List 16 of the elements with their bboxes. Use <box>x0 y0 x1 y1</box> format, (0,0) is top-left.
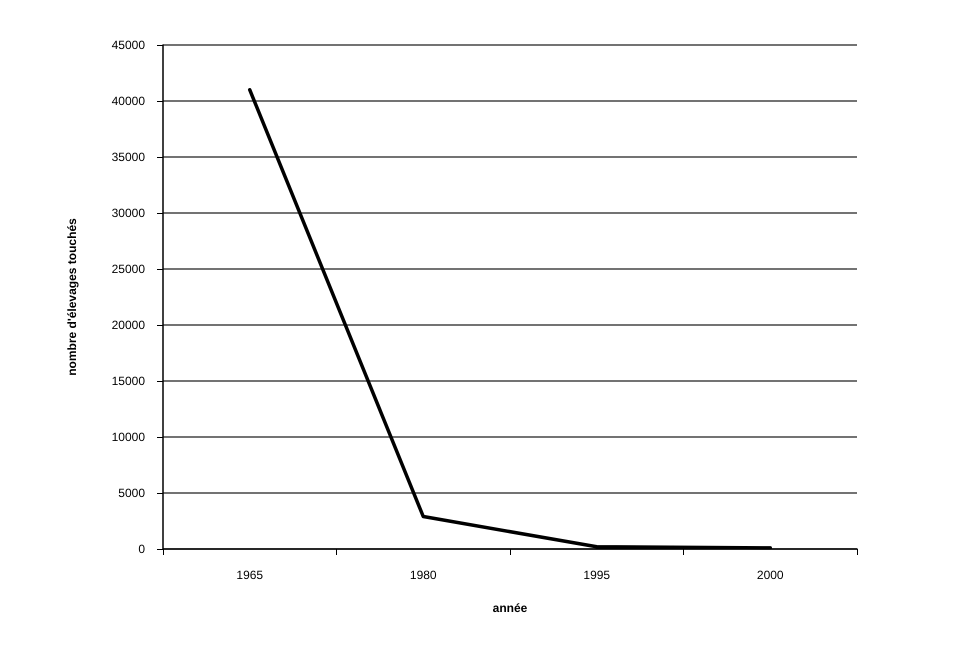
y-tick-label: 0 <box>138 542 146 556</box>
y-tick-label: 15000 <box>112 374 146 388</box>
x-axis-title: année <box>492 601 528 615</box>
y-axis-title: nombre d'élevages touchés <box>65 218 79 376</box>
y-tick-label: 30000 <box>112 206 146 220</box>
x-tick-label: 1980 <box>410 568 437 582</box>
y-tick-label: 25000 <box>112 262 146 276</box>
y-tick-label: 40000 <box>112 94 146 108</box>
y-tick-label: 20000 <box>112 318 146 332</box>
x-tick-label: 2000 <box>756 568 784 582</box>
x-tick-label: 1995 <box>583 568 610 582</box>
y-tick-label: 45000 <box>112 38 146 52</box>
x-tick-label: 1965 <box>236 568 264 582</box>
y-tick-label: 35000 <box>112 150 146 164</box>
y-tick-label: 5000 <box>118 486 146 500</box>
y-tick-label: 10000 <box>112 430 146 444</box>
